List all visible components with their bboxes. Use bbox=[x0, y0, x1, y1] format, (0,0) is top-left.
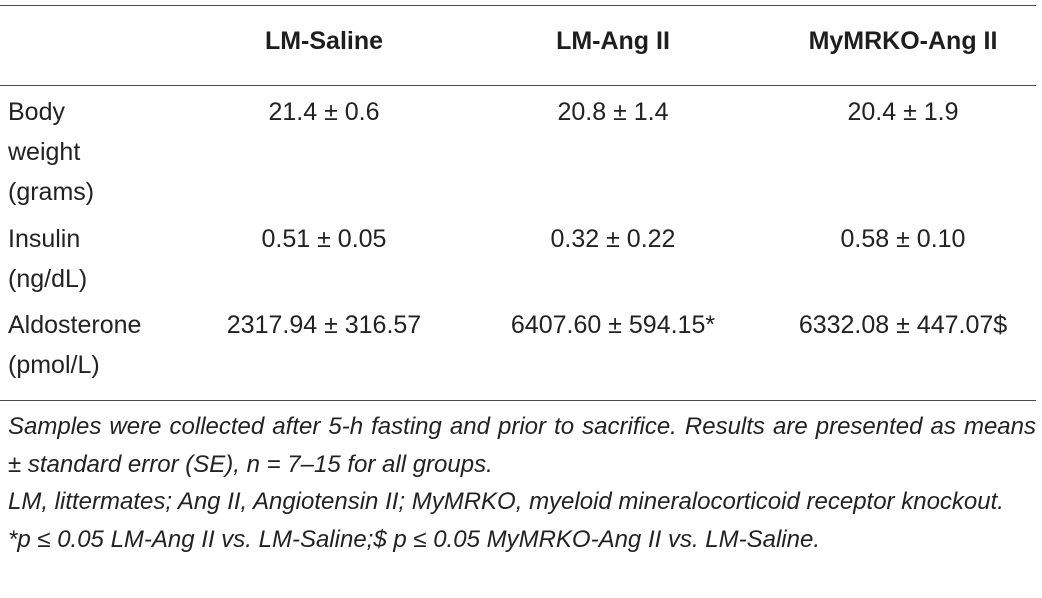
cell-insulin-lm-saline: 0.51 ± 0.05 bbox=[261, 225, 387, 253]
column-header-mymrko-ang-ii: MyMRKO-Ang II bbox=[808, 27, 998, 55]
footnote-abbreviations: LM, littermates; Ang II, Angiotensin II;… bbox=[8, 488, 1004, 515]
row-label-insulin: Insulin (ng/dL) bbox=[8, 225, 88, 293]
table-footnotes: Samples were collected after 5-h fasting… bbox=[8, 408, 1036, 558]
cell-body-weight-mymrko-ang-ii: 20.4 ± 1.9 bbox=[847, 98, 959, 126]
cell-body-weight-lm-ang-ii: 20.8 ± 1.4 bbox=[557, 98, 669, 126]
cell-insulin-mymrko-ang-ii: 0.58 ± 0.10 bbox=[840, 225, 966, 253]
cell-insulin-lm-ang-ii: 0.32 ± 0.22 bbox=[550, 225, 676, 253]
table-bottom-rule bbox=[0, 400, 1036, 401]
row-label-body-weight: Body weight (grams) bbox=[8, 98, 95, 206]
footnote-methods: Samples were collected after 5-h fasting… bbox=[8, 413, 1036, 478]
table-top-rule bbox=[0, 5, 1036, 6]
column-header-lm-saline: LM-Saline bbox=[264, 27, 384, 55]
cell-body-weight-lm-saline: 21.4 ± 0.6 bbox=[268, 98, 380, 126]
footnote-significance: *p ≤ 0.05 LM-Ang II vs. LM-Saline;$ p ≤ … bbox=[8, 525, 820, 553]
cell-aldosterone-mymrko-ang-ii: 6332.08 ± 447.07$ bbox=[798, 311, 1008, 339]
column-header-lm-ang-ii: LM-Ang II bbox=[556, 27, 670, 55]
row-label-aldosterone: Aldosterone (pmol/L) bbox=[8, 311, 142, 379]
cell-aldosterone-lm-ang-ii: 6407.60 ± 594.15* bbox=[510, 311, 716, 339]
header-rule bbox=[0, 85, 1036, 86]
cell-aldosterone-lm-saline: 2317.94 ± 316.57 bbox=[226, 311, 422, 339]
